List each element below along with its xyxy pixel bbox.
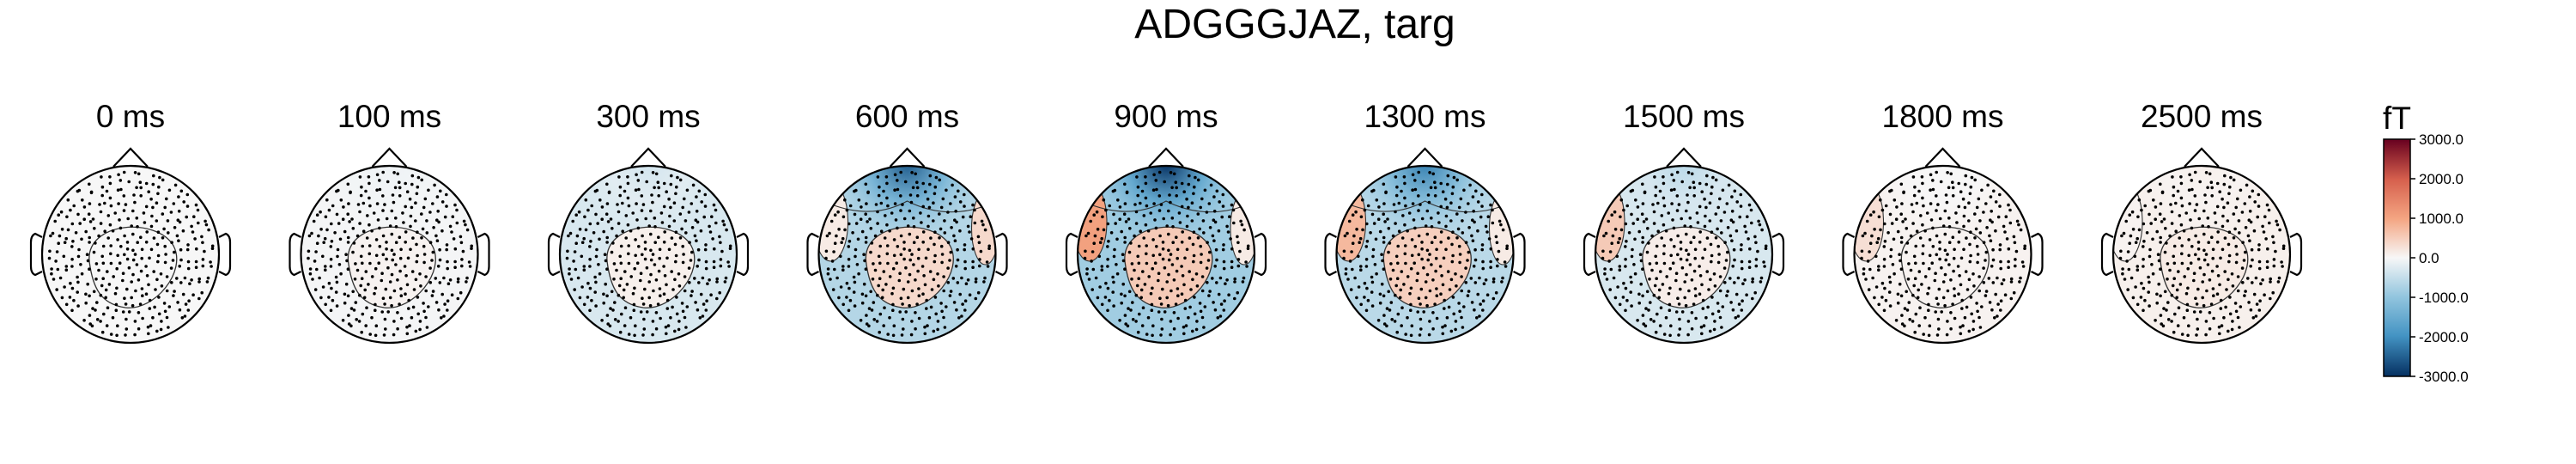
right-ear-icon xyxy=(1771,232,1785,277)
colorbar-tick-label: -3000.0 xyxy=(2419,369,2469,385)
head-outline xyxy=(1853,164,2032,345)
field-map xyxy=(1595,166,1772,343)
field-map xyxy=(301,166,478,343)
panel-time-label: 0 ms xyxy=(96,99,165,134)
panel-time-label: 2500 ms xyxy=(2141,99,2263,134)
topomap-panels: 0 ms 100 ms 300 ms 600 ms 900 ms 1300 ms 1500 … xyxy=(29,99,2303,345)
right-ear-icon xyxy=(1254,232,1267,277)
left-ear-icon xyxy=(1583,232,1596,277)
central-contour xyxy=(88,226,178,308)
figure-title: ADGGGJAZ, targ xyxy=(1134,2,1455,47)
sensor-layout xyxy=(1083,170,1250,338)
head-outline xyxy=(1594,164,1774,345)
field-map xyxy=(42,166,219,343)
nose-icon xyxy=(1924,147,1961,168)
nose-icon xyxy=(1666,147,1702,168)
colorbar-tick-label: 2000.0 xyxy=(2419,171,2464,187)
colorbar-tick-label: 0.0 xyxy=(2419,250,2439,266)
field-map xyxy=(1078,166,1255,343)
head-outline xyxy=(1335,164,1515,345)
left-ear-icon xyxy=(289,232,301,277)
topomap-panel: 900 ms xyxy=(1065,99,1267,345)
central-contour xyxy=(1642,226,1731,308)
right-ear-icon xyxy=(477,232,490,277)
topomap-panel: 1500 ms xyxy=(1583,99,1785,345)
right-ear-icon xyxy=(736,232,750,277)
central-contour xyxy=(1900,226,1990,308)
sensor-layout xyxy=(307,170,473,338)
central-contour xyxy=(1382,226,1472,308)
topomap-panel: 1800 ms xyxy=(1842,99,2044,345)
sensor-layout xyxy=(565,170,732,338)
frontal-contour xyxy=(1349,200,1503,213)
central-contour xyxy=(347,226,436,308)
topomap-panel: 600 ms xyxy=(806,99,1008,345)
head-outline xyxy=(558,164,738,345)
right-ear-icon xyxy=(995,232,1008,277)
central-contour xyxy=(2160,226,2249,308)
panel-time-label: 900 ms xyxy=(1114,99,1218,134)
right-ear-icon xyxy=(2289,232,2303,277)
frontal-contour xyxy=(1090,200,1244,213)
colorbar-tick-label: 3000.0 xyxy=(2419,131,2464,148)
sensor-layout xyxy=(2118,170,2286,338)
field-map xyxy=(818,166,996,343)
sensor-layout xyxy=(1342,170,1509,338)
central-contour xyxy=(606,226,696,308)
left-ear-icon xyxy=(806,232,819,277)
panel-time-label: 1800 ms xyxy=(1882,99,2004,134)
head-outline xyxy=(1076,164,1256,345)
field-map xyxy=(1854,166,2032,343)
topomap-panel: 2500 ms xyxy=(2100,99,2303,345)
nose-icon xyxy=(889,147,926,168)
head-outline xyxy=(2111,164,2292,345)
colorbar-tick-label: -2000.0 xyxy=(2419,329,2469,345)
sensor-layout xyxy=(1601,170,1768,338)
left-ear-icon xyxy=(29,232,43,277)
topomap-panel: 300 ms xyxy=(547,99,750,345)
right-ear-icon xyxy=(1513,232,1526,277)
nose-icon xyxy=(2184,147,2220,168)
colorbar-scale xyxy=(2383,138,2411,377)
sensor-layout xyxy=(824,170,991,338)
head-outline xyxy=(40,164,221,345)
head-outline xyxy=(300,164,479,345)
left-ear-icon xyxy=(547,232,561,277)
left-ear-icon xyxy=(2100,232,2114,277)
frontal-contour xyxy=(831,200,985,213)
left-ear-icon xyxy=(1324,232,1337,277)
right-ear-icon xyxy=(218,232,232,277)
nose-icon xyxy=(112,147,149,168)
panel-time-label: 1500 ms xyxy=(1623,99,1745,134)
field-map xyxy=(2113,166,2290,343)
colorbar-tick-label: -1000.0 xyxy=(2419,290,2469,306)
panel-time-label: 600 ms xyxy=(855,99,959,134)
nose-icon xyxy=(630,147,666,168)
left-ear-icon xyxy=(1842,232,1855,277)
colorbar-tick-label: 1000.0 xyxy=(2419,211,2464,227)
nose-icon xyxy=(1148,147,1184,168)
left-ear-icon xyxy=(1065,232,1078,277)
nose-icon xyxy=(371,147,408,168)
colorbar: fT 3000.0 2000.0 1000.0 0.0 -1000.0 -2000.0 -30… xyxy=(2383,101,2469,385)
central-contour xyxy=(1124,226,1213,308)
colorbar-unit: fT xyxy=(2383,101,2411,136)
head-outline xyxy=(817,164,997,345)
topomap-panel: 100 ms xyxy=(289,99,490,345)
sensor-layout xyxy=(47,170,215,338)
panel-time-label: 300 ms xyxy=(596,99,700,134)
field-map xyxy=(560,166,737,343)
nose-icon xyxy=(1406,147,1443,168)
central-contour xyxy=(865,226,954,308)
right-ear-icon xyxy=(2031,232,2044,277)
sensor-layout xyxy=(1860,170,2026,338)
topomap-panel: 0 ms xyxy=(29,99,232,345)
panel-time-label: 100 ms xyxy=(337,99,441,134)
panel-time-label: 1300 ms xyxy=(1364,99,1486,134)
